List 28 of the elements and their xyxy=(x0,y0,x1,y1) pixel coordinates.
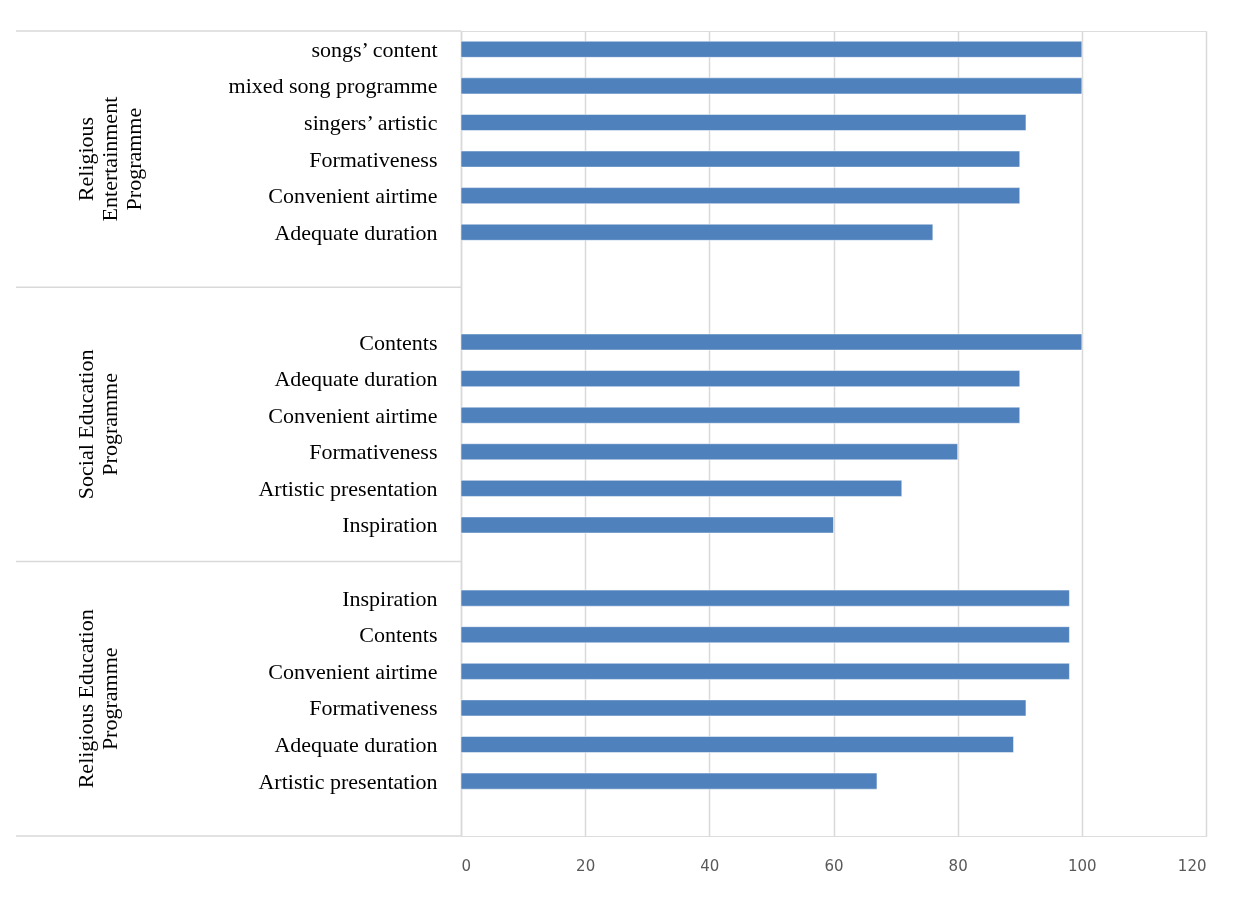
y-tick-label: Convenient airtime xyxy=(268,402,438,428)
y-tick-label: Formativeness xyxy=(309,146,438,172)
y-tick-label: Convenient airtime xyxy=(268,658,438,684)
y-tick-label: Formativeness xyxy=(309,695,438,721)
y-tick-label: Artistic presentation xyxy=(258,475,438,501)
x-tick-label: 100 xyxy=(1068,856,1097,875)
text: Religious Education Programme xyxy=(73,609,122,789)
y-tick-label: Adequate duration xyxy=(274,732,438,758)
y-tick-label: Contents xyxy=(359,329,438,355)
y-tick-label: Artistic presentation xyxy=(258,768,438,794)
x-tick-label: 0 xyxy=(461,856,472,875)
x-tick-label: 80 xyxy=(948,856,968,875)
y-tick-label: Inspiration xyxy=(342,512,438,538)
y-tick-label: Adequate duration xyxy=(274,219,438,245)
y-tick-label: Inspiration xyxy=(342,585,438,611)
text: Social Education Programme xyxy=(73,349,122,500)
y-tick-label: Convenient airtime xyxy=(268,183,438,209)
x-tick-label: 60 xyxy=(824,856,844,875)
x-tick-label: 40 xyxy=(700,856,720,875)
y-tick-label: songs’ content xyxy=(311,36,438,62)
y-tick-label: Formativeness xyxy=(309,439,438,465)
y-tick-label: Contents xyxy=(359,622,438,648)
x-tick-label: 120 xyxy=(1177,856,1207,875)
text: Religious Entertainment Programme xyxy=(73,96,146,222)
x-tick-label: 20 xyxy=(576,856,596,875)
y-tick-label: singers’ artistic xyxy=(304,109,438,135)
y-tick-label: Adequate duration xyxy=(274,366,438,392)
y-tick-label: mixed song programme xyxy=(228,73,438,99)
